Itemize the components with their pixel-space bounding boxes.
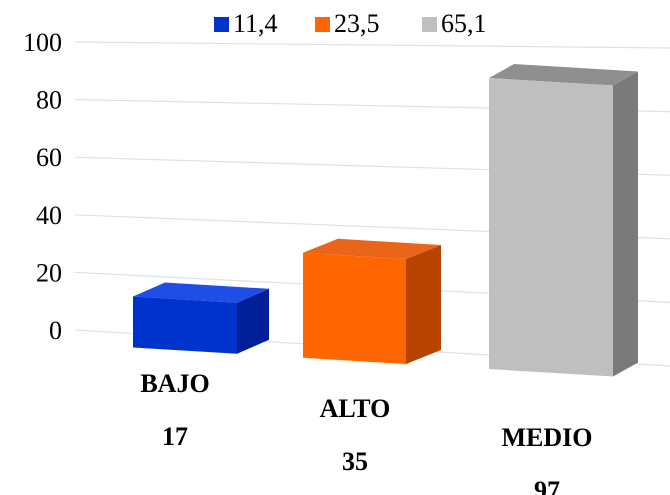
y-tick-label: 20	[36, 258, 62, 287]
bar-medio	[489, 64, 638, 377]
y-axis: 0 20 40 60 80 100	[23, 28, 62, 345]
category-labels: BAJO 17 ALTO 35 MEDIO 97	[140, 369, 592, 495]
legend: 11,4 23,5 65,1	[214, 9, 487, 38]
category-label: MEDIO	[502, 423, 593, 452]
legend-label: 65,1	[441, 9, 487, 38]
bar-top	[133, 282, 269, 303]
category-count: 17	[162, 422, 188, 451]
bar-side	[406, 245, 441, 365]
bars	[133, 64, 638, 377]
category-count: 97	[534, 476, 560, 495]
y-tick-label: 80	[36, 86, 62, 115]
y-tick-label: 0	[49, 316, 62, 345]
category-label: ALTO	[320, 394, 391, 423]
legend-swatch	[422, 17, 437, 32]
y-tick-label: 60	[36, 143, 62, 172]
bar-top	[489, 64, 638, 86]
category-label: BAJO	[140, 369, 209, 398]
legend-label: 23,5	[334, 9, 380, 38]
bar-top	[303, 238, 441, 260]
legend-swatch	[214, 17, 229, 32]
gridline	[74, 41, 670, 49]
bar-side	[613, 71, 638, 377]
y-tick-label: 40	[36, 201, 62, 230]
legend-swatch	[315, 17, 330, 32]
bar-alto	[303, 238, 441, 365]
category-count: 35	[342, 447, 368, 476]
legend-label: 11,4	[233, 9, 278, 38]
bar-front	[303, 252, 406, 365]
bar-side	[237, 288, 269, 354]
bar-bajo	[133, 282, 269, 354]
bar-front	[489, 78, 613, 377]
y-tick-label: 100	[23, 28, 62, 57]
bar-front	[133, 296, 237, 354]
